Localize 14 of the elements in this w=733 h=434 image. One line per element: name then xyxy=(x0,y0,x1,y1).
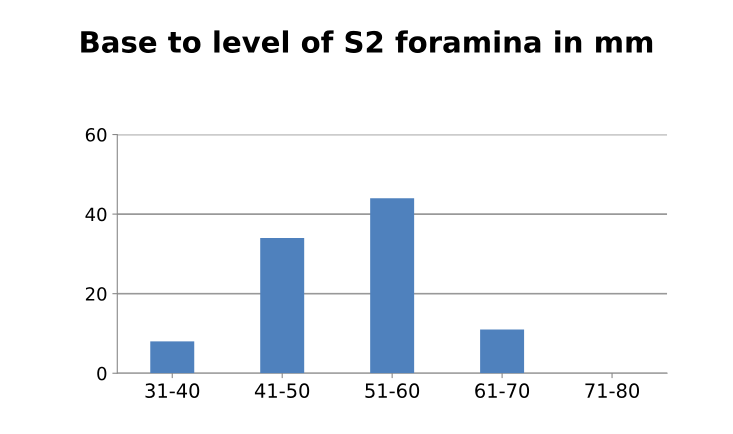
y-tick-label: 0 xyxy=(97,366,106,380)
x-tick-label: 31-40 xyxy=(145,383,200,398)
x-tick-label: 61-70 xyxy=(475,383,530,398)
y-tick-label: 60 xyxy=(86,128,106,142)
bar xyxy=(260,238,304,374)
y-tick-label: 40 xyxy=(85,208,106,222)
y-tick-label: 20 xyxy=(86,287,106,301)
x-tick-label: 41-50 xyxy=(254,383,310,398)
bar xyxy=(150,341,194,374)
bar xyxy=(480,329,524,374)
chart-title: Base to level of S2 foramina in mm xyxy=(81,30,652,53)
x-tick-label: 51-60 xyxy=(365,383,420,398)
x-tick-label: 71-80 xyxy=(585,383,640,398)
bar xyxy=(370,198,414,374)
